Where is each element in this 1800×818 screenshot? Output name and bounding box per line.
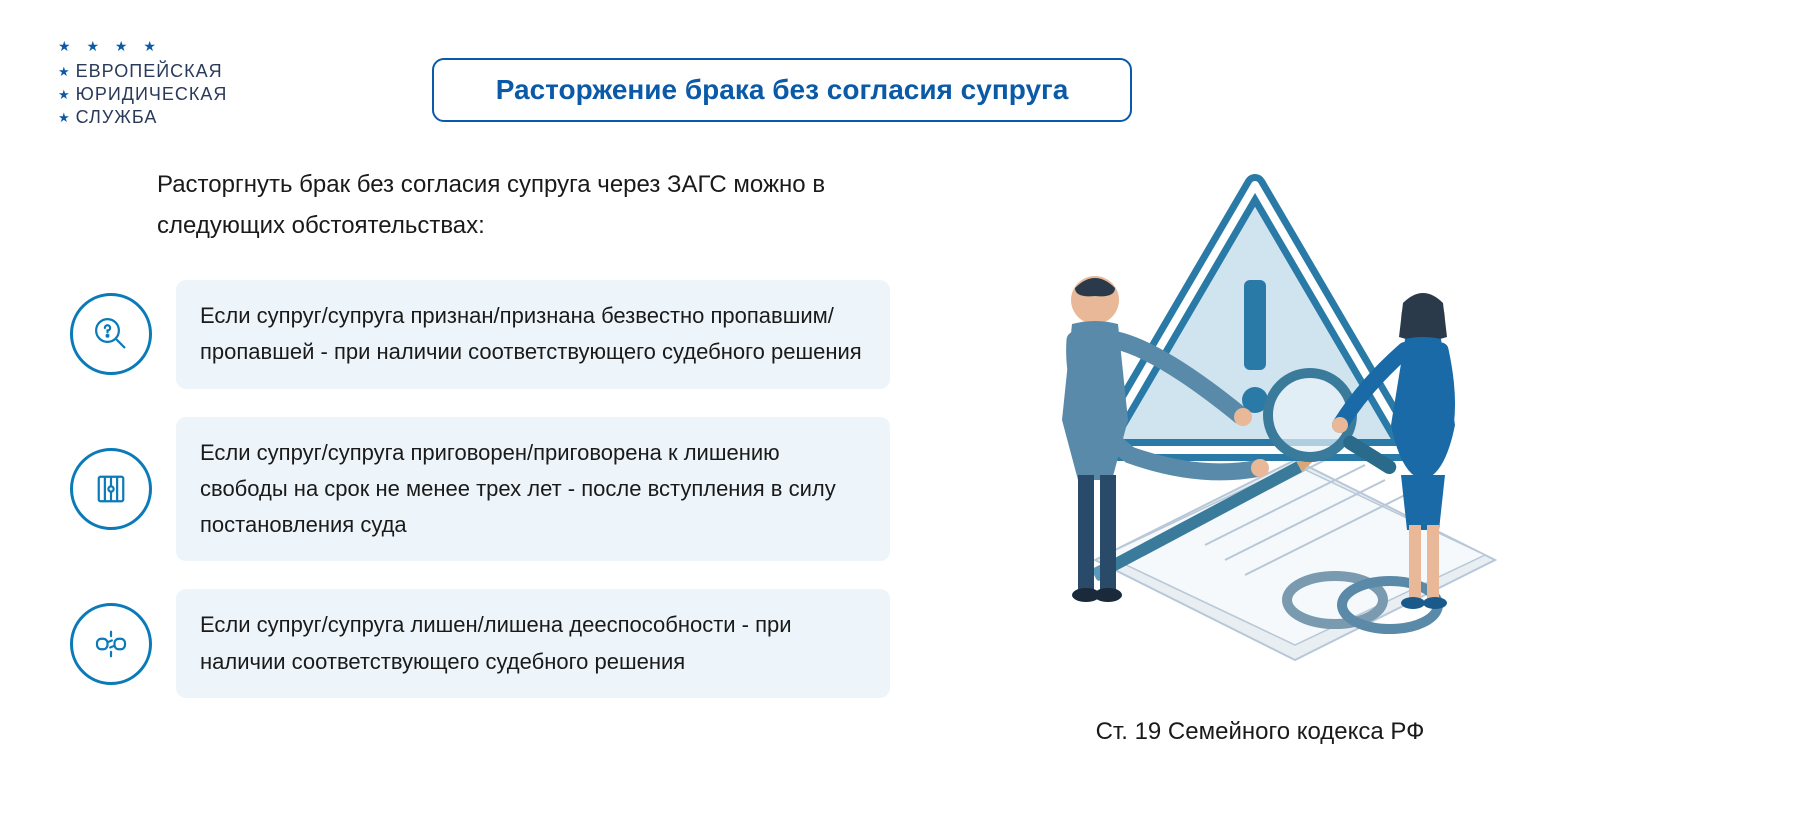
cards-list: Если супруг/супруга признан/признана без… (70, 280, 890, 698)
star-icon: ★ (58, 87, 70, 103)
card-text-box: Если супруг/супруга признан/признана без… (176, 280, 890, 389)
warning-triangle-icon (1100, 185, 1410, 450)
logo: ★ ★ ★ ★ ★ ЕВРОПЕЙСКАЯ ★ ЮРИДИЧЕСКАЯ ★ СЛ… (58, 38, 227, 128)
card-text: Если супруг/супруга признан/признана без… (200, 298, 866, 371)
card-text: Если супруг/супруга приговорен/приговоре… (200, 435, 866, 544)
broken-chain-icon (70, 603, 152, 685)
star-icon: ★ (58, 110, 70, 126)
card-imprisonment: Если супруг/супруга приговорен/приговоре… (70, 417, 890, 562)
card-text-box: Если супруг/супруга приговорен/приговоре… (176, 417, 890, 562)
card-incapacity: Если супруг/супруга лишен/лишена дееспос… (70, 589, 890, 698)
logo-stars-top: ★ ★ ★ ★ (58, 38, 227, 55)
logo-line2: ЮРИДИЧЕСКАЯ (76, 84, 228, 105)
page-title: Расторжение брака без согласия супруга (458, 74, 1106, 106)
magnifier-question-icon (70, 293, 152, 375)
prison-bars-icon (70, 448, 152, 530)
title-box: Расторжение брака без согласия супруга (432, 58, 1132, 122)
intro-text: Расторгнуть брак без согласия супруга че… (157, 165, 877, 247)
card-text-box: Если супруг/супруга лишен/лишена дееспос… (176, 589, 890, 698)
logo-line1: ЕВРОПЕЙСКАЯ (76, 61, 223, 82)
law-reference: Ст. 19 Семейного кодекса РФ (1010, 718, 1510, 746)
logo-line3: СЛУЖБА (76, 107, 158, 128)
card-missing-person: Если супруг/супруга признан/признана без… (70, 280, 890, 389)
star-icon: ★ (58, 64, 70, 80)
card-text: Если супруг/супруга лишен/лишена дееспос… (200, 607, 866, 680)
illustration (995, 150, 1515, 670)
